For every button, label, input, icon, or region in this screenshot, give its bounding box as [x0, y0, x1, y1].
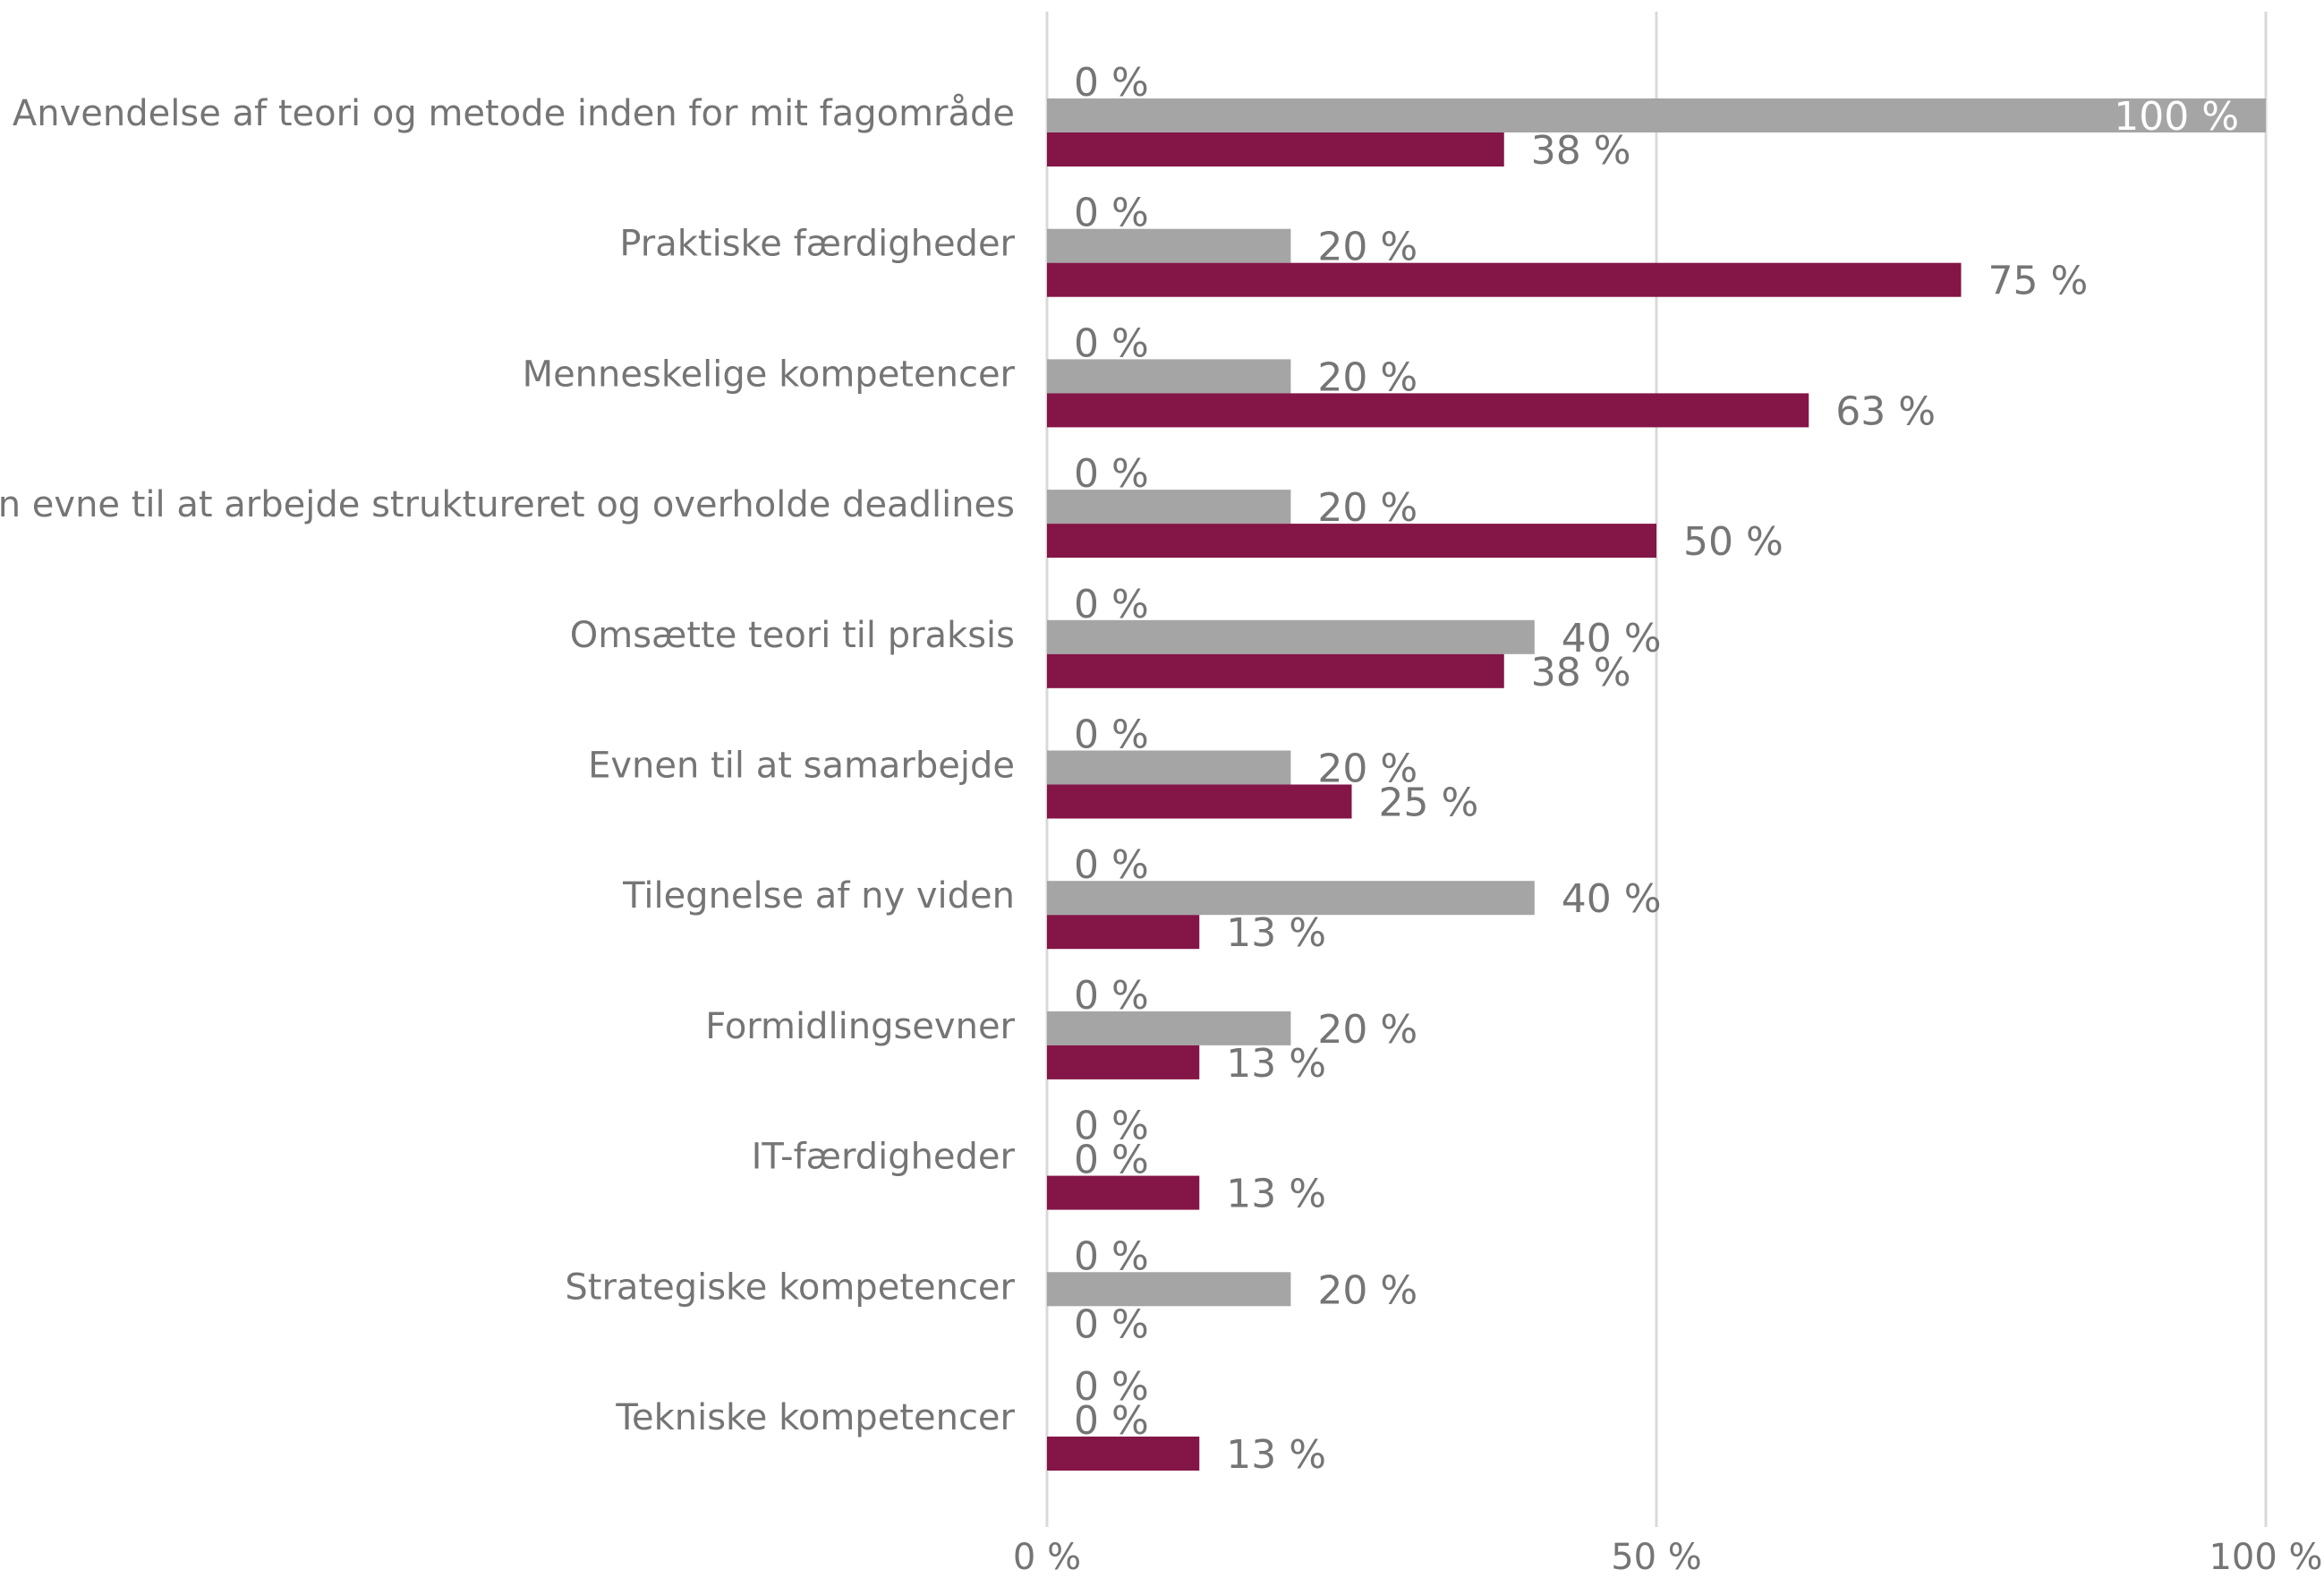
value-label: 75 %: [1988, 259, 2089, 304]
value-label: 20 %: [1317, 1267, 1417, 1313]
bar: [1047, 262, 1962, 297]
value-label: 63 %: [1835, 388, 1936, 434]
category-label: Praktiske færdigheder: [619, 224, 1015, 265]
value-label: 0 %: [1074, 973, 1149, 1019]
value-label: 13 %: [1226, 910, 1326, 956]
value-label: 0 %: [1074, 320, 1149, 366]
value-label: 0 %: [1074, 712, 1149, 758]
category-label: Strategiske kompetencer: [565, 1267, 1015, 1308]
bar: [1047, 1011, 1291, 1045]
bar: [1047, 359, 1291, 394]
category-label: Formidlingsevner: [705, 1006, 1015, 1047]
category-label: Omsætte teori til praksis: [570, 615, 1015, 656]
value-label: 50 %: [1683, 519, 1783, 565]
bar: [1047, 750, 1291, 785]
category-label: Tekniske kompetencer: [615, 1397, 1015, 1438]
value-label: 0 %: [1074, 451, 1149, 497]
value-label: 13 %: [1226, 1432, 1326, 1478]
bar: [1047, 1437, 1200, 1471]
bar: [1047, 1045, 1200, 1079]
value-label: 20 %: [1317, 225, 1417, 270]
value-label: 0 %: [1074, 191, 1149, 236]
category-label: Anvendelse af teori og metode inden for …: [13, 93, 1015, 134]
x-tick-label: 0 %: [1013, 1537, 1081, 1578]
bar: [1047, 619, 1535, 654]
value-label: 0 %: [1074, 1398, 1149, 1444]
bar: [1047, 1272, 1291, 1307]
bar: [1047, 524, 1656, 559]
value-label: 25 %: [1379, 780, 1479, 826]
category-label: IT-færdigheder: [752, 1137, 1016, 1178]
value-label: 0 %: [1074, 1138, 1149, 1183]
value-label: 20 %: [1317, 746, 1417, 792]
value-label: 40 %: [1562, 876, 1662, 922]
value-label: 0 %: [1074, 1364, 1149, 1410]
value-label: 0 %: [1074, 60, 1149, 106]
value-label: 20 %: [1317, 354, 1417, 400]
x-tick-label: 50 %: [1611, 1537, 1702, 1578]
bar: [1047, 393, 1809, 428]
bar: [1047, 653, 1504, 688]
bar: [1047, 98, 2266, 132]
bar: [1047, 228, 1291, 263]
value-label: 38 %: [1531, 128, 1631, 174]
category-label: Min evne til at arbejde struktureret og …: [0, 484, 1015, 525]
bar: [1047, 784, 1352, 819]
value-label: 13 %: [1226, 1041, 1326, 1087]
bar: [1047, 915, 1200, 950]
bar: [1047, 1175, 1200, 1210]
category-label: Tilegnelse af ny viden: [622, 875, 1015, 917]
category-label: Menneskelige kompetencer: [523, 354, 1016, 395]
category-label: Evnen til at samarbejde: [588, 746, 1015, 787]
value-label: 0 %: [1074, 582, 1149, 627]
value-label: 20 %: [1317, 485, 1417, 531]
bar: [1047, 490, 1291, 525]
value-label: 100 %: [2114, 94, 2239, 140]
x-tick-label: 100 %: [2209, 1537, 2322, 1578]
value-label: 40 %: [1562, 616, 1662, 661]
value-label: 13 %: [1226, 1172, 1326, 1217]
bar: [1047, 132, 1504, 166]
value-label: 0 %: [1074, 1104, 1149, 1149]
value-label: 20 %: [1317, 1007, 1417, 1053]
value-label: 0 %: [1074, 1233, 1149, 1279]
value-label: 38 %: [1531, 650, 1631, 695]
value-label: 0 %: [1074, 1301, 1149, 1347]
value-label: 0 %: [1074, 842, 1149, 888]
bar: [1047, 881, 1535, 916]
